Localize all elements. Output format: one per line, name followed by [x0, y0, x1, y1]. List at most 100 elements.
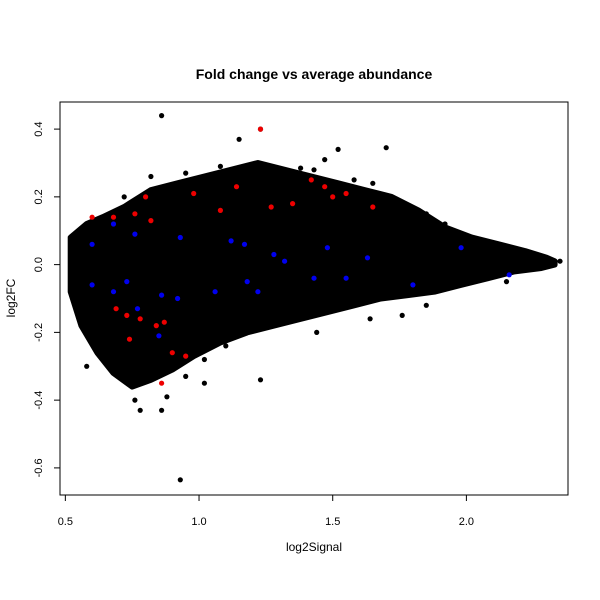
black-data-point — [89, 228, 95, 234]
black-data-point — [544, 258, 550, 264]
black-data-point — [469, 234, 475, 241]
black-data-point — [137, 211, 143, 217]
blue-data-point — [506, 272, 512, 278]
black-data-point — [169, 201, 175, 207]
red-data-point — [290, 201, 296, 207]
x-tick-label: 1.0 — [191, 516, 206, 528]
black-data-point — [298, 165, 304, 171]
black-data-point — [335, 146, 341, 152]
black-data-point — [244, 180, 250, 186]
black-data-point — [223, 343, 229, 349]
red-data-point — [110, 214, 117, 220]
black-data-point — [105, 346, 111, 352]
red-data-point — [257, 126, 264, 132]
black-data-point — [89, 312, 95, 318]
black-point-cloud — [67, 160, 558, 390]
black-data-point — [322, 157, 328, 163]
blue-data-point — [177, 234, 183, 241]
black-data-point — [228, 187, 234, 193]
blue-data-point — [124, 279, 130, 285]
red-data-point — [124, 312, 130, 318]
red-data-point — [322, 184, 328, 190]
y-tick-label: 0.0 — [33, 257, 45, 272]
y-axis: -0.6 -0.4 -0.2 0.0 0.2 0.4 — [33, 121, 61, 477]
blue-data-point — [110, 221, 117, 227]
y-tick-label: -0.4 — [33, 391, 45, 410]
black-data-point — [517, 262, 523, 268]
black-data-point — [356, 295, 363, 302]
black-data-point — [137, 407, 143, 413]
x-tick-label: 2.0 — [459, 516, 474, 528]
black-data-point — [121, 194, 127, 200]
black-data-point — [209, 190, 215, 197]
black-data-point — [183, 170, 189, 176]
black-data-point — [503, 279, 510, 285]
blue-data-point — [89, 241, 95, 247]
black-data-point — [201, 356, 207, 363]
points-layer — [68, 113, 563, 483]
red-data-point — [126, 336, 133, 342]
blue-data-point — [311, 275, 317, 281]
red-data-point — [148, 218, 154, 224]
black-data-point — [159, 407, 165, 413]
red-data-point — [343, 190, 349, 197]
black-data-point — [383, 292, 389, 298]
black-data-point — [367, 316, 373, 322]
blue-data-point — [255, 289, 261, 295]
chart-title: Fold change vs average abundance — [196, 66, 433, 82]
blue-data-point — [228, 238, 234, 244]
blue-data-point — [212, 289, 218, 295]
black-data-point — [437, 282, 443, 288]
red-data-point — [233, 184, 240, 190]
black-data-point — [217, 163, 223, 169]
y-tick-label: -0.2 — [33, 323, 45, 342]
black-data-point — [124, 211, 130, 217]
red-data-point — [159, 380, 165, 386]
red-data-point — [153, 323, 159, 329]
black-data-point — [148, 173, 154, 180]
blue-data-point — [458, 245, 464, 251]
black-data-point — [164, 394, 170, 400]
black-data-point — [76, 245, 82, 251]
red-data-point — [330, 194, 336, 200]
red-data-point — [143, 194, 149, 200]
black-data-point — [105, 336, 111, 342]
blue-data-point — [134, 306, 141, 312]
black-data-point — [257, 377, 264, 383]
x-axis: 0.5 1.0 1.5 2.0 — [58, 494, 474, 528]
y-tick-label: -0.6 — [33, 458, 45, 477]
x-tick-label: 1.5 — [325, 516, 340, 528]
y-tick-label: 0.4 — [33, 121, 45, 136]
red-data-point — [113, 306, 119, 312]
blue-data-point — [324, 245, 330, 251]
x-tick-label: 0.5 — [58, 516, 73, 528]
blue-data-point — [110, 289, 117, 295]
red-data-point — [169, 350, 175, 356]
red-data-point — [191, 190, 197, 197]
black-data-point — [116, 363, 122, 369]
black-data-point — [244, 329, 250, 335]
black-data-point — [201, 380, 207, 386]
blue-data-point — [89, 282, 95, 288]
black-data-point — [442, 221, 448, 227]
black-data-point — [463, 275, 469, 281]
black-data-point — [143, 363, 149, 369]
black-data-point — [399, 312, 405, 318]
black-data-point — [423, 211, 429, 217]
plot-region — [67, 113, 563, 483]
blue-data-point — [159, 292, 165, 298]
black-data-point — [276, 319, 282, 325]
blue-data-point — [175, 295, 181, 302]
black-data-point — [410, 289, 416, 295]
black-data-point — [303, 309, 309, 315]
black-data-point — [314, 329, 320, 335]
black-data-point — [132, 397, 138, 403]
x-axis-label: log2Signal — [286, 540, 342, 554]
black-data-point — [177, 477, 183, 483]
blue-data-point — [241, 241, 248, 247]
red-data-point — [161, 319, 167, 325]
black-data-point — [330, 302, 336, 308]
black-data-point — [94, 329, 100, 335]
